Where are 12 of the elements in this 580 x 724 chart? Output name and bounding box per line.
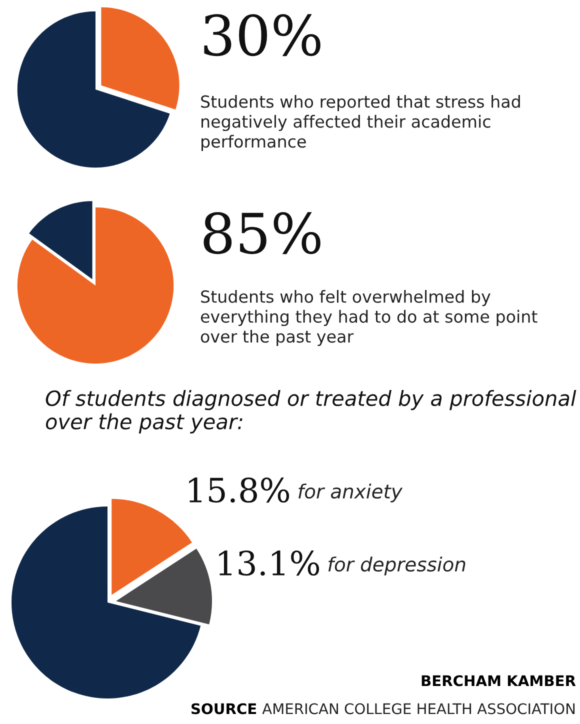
data-label: 85% — [204, 212, 320, 254]
slice-label: for anxiety — [298, 484, 403, 502]
text: AMERICAN COLLEGE HEALTH ASSOCIATION — [262, 703, 575, 714]
data-label: 13.1% — [219, 550, 320, 576]
slice-label: Students who felt overwhelmed by everything they had to do at some point over the past year — [200, 290, 538, 346]
slice-label: for depression — [328, 556, 466, 576]
text: BERCHAM KAMBER — [422, 675, 576, 686]
slice-label: Students who reported that stress had negatively affected their academic performance — [201, 95, 520, 151]
text: SOURCE — [192, 703, 256, 714]
data-label: 15.8% — [189, 477, 290, 503]
chart-title: Of students diagnosed or treated by a professional over the past year: — [46, 390, 576, 434]
data-label: 30% — [204, 14, 320, 56]
